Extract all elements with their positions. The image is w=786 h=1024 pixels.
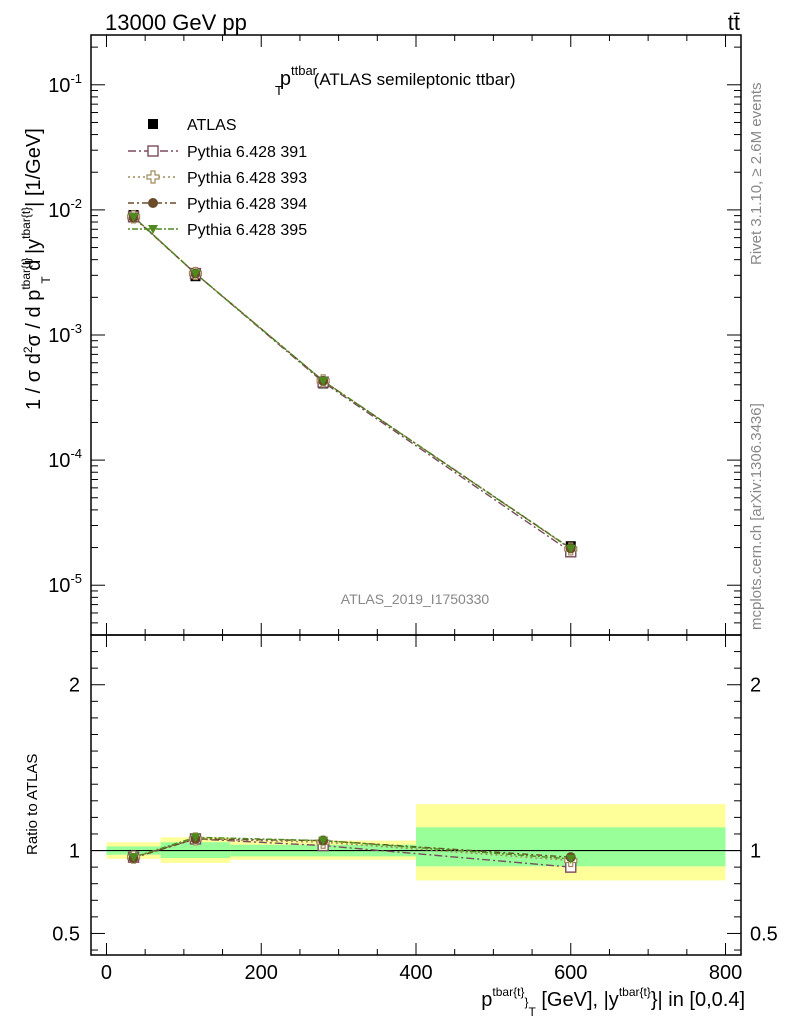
header-process: tt̄ — [728, 10, 740, 35]
marker-395 — [128, 853, 139, 863]
legend-label: Pythia 6.428 394 — [187, 196, 307, 213]
header-energy: 13000 GeV pp — [105, 10, 247, 35]
ratio-tick-label-right: 2 — [750, 675, 761, 697]
ratio-tick-label: 2 — [69, 675, 80, 697]
ratio-plot-frame — [90, 634, 742, 956]
x-axis-label: ptbar{t}}T [GeV], |ytbar{t}}| in [0,0.4] — [481, 985, 745, 1019]
marker-395 — [190, 269, 201, 279]
y-tick-label: 10-3 — [48, 321, 82, 347]
marker-395 — [565, 854, 576, 864]
data-marks — [126, 210, 578, 873]
marker-395 — [318, 376, 329, 386]
series-line-ratio — [133, 836, 571, 860]
series-line-ratio — [133, 838, 571, 859]
ratio-tick-label-right: 1 — [750, 841, 761, 863]
y-tick-label: 10-4 — [48, 446, 82, 472]
rivet-version: Rivet 3.1.10, ≥ 2.6M events — [748, 83, 765, 266]
marker-394 — [148, 198, 158, 208]
analysis-tag: ATLAS_2019_I1750330 — [341, 591, 490, 607]
y-axis-label: 1 / σ d2σ / d ptbar{t} T d |ytbar{t}| [1/… — [19, 128, 53, 410]
series-line-main — [133, 216, 572, 553]
ratio-tick-label: 1 — [69, 841, 80, 863]
x-tick-label: 600 — [554, 962, 587, 984]
series-line-main — [133, 216, 572, 550]
marker-395 — [318, 836, 329, 846]
legend-label: ATLAS — [187, 117, 237, 134]
legend: ATLAS Pythia 6.428 391 Pythia 6.428 393 Pyt… — [128, 117, 307, 239]
marker-395 — [565, 544, 576, 554]
ratio-axis-label: Ratio to ATLAS — [24, 754, 41, 855]
axis-ticks — [91, 35, 741, 955]
ratio-bands — [91, 804, 741, 881]
marker-393 — [146, 170, 160, 184]
x-tick-label: 800 — [709, 962, 742, 984]
mcplots-credit: mcplots.cern.ch [arXiv:1306.3436] — [748, 403, 765, 630]
marker-atlas — [148, 119, 158, 129]
marker-395 — [148, 225, 158, 234]
ratio-tick-label-right: 0.5 — [750, 923, 778, 945]
y-tick-label: 10-2 — [48, 196, 82, 222]
marker-391 — [147, 145, 159, 157]
x-tick-label: 400 — [399, 962, 432, 984]
legend-label: Pythia 6.428 391 — [187, 144, 307, 161]
series-lines — [133, 216, 572, 868]
plot-title: pttbar T (ATLAS semileptonic ttbar) — [275, 63, 516, 98]
legend-label: Pythia 6.428 395 — [187, 222, 307, 239]
x-tick-label: 0 — [101, 962, 112, 984]
series-line-main — [133, 216, 572, 550]
ratio-tick-label: 0.5 — [52, 923, 80, 945]
series-line-main — [133, 216, 572, 549]
marker-395 — [190, 833, 201, 843]
legend-label: Pythia 6.428 393 — [187, 170, 307, 187]
series-line-ratio — [133, 838, 571, 862]
marker-395 — [128, 212, 139, 222]
y-tick-label: 10-1 — [48, 71, 82, 97]
x-tick-label: 200 — [245, 962, 278, 984]
y-tick-label: 10-5 — [48, 571, 82, 597]
